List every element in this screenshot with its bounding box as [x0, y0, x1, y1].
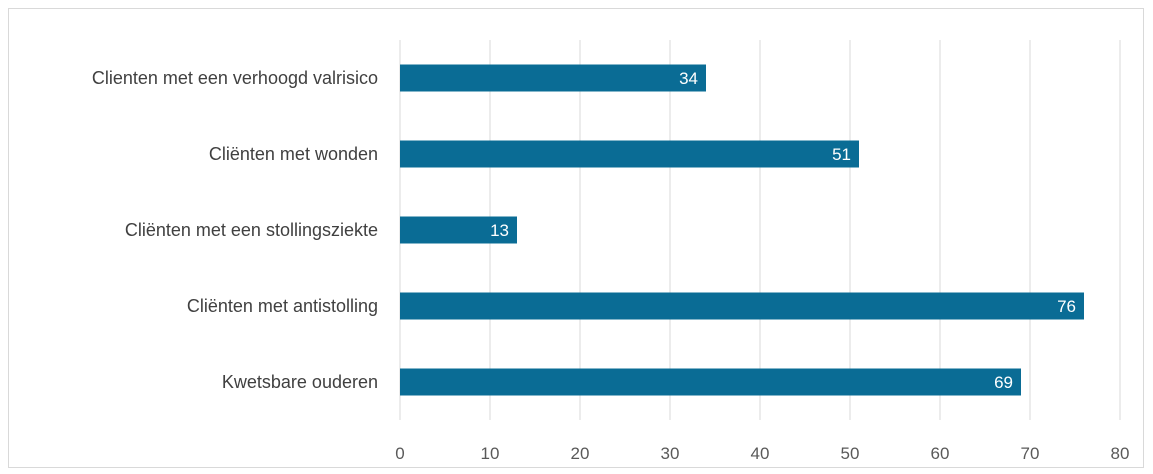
bar [400, 368, 1021, 396]
data-label: 34 [679, 69, 698, 88]
x-tick-label: 10 [481, 444, 500, 463]
x-tick-label: 80 [1111, 444, 1130, 463]
category-label: Kwetsbare ouderen [222, 372, 378, 392]
bar [400, 216, 517, 244]
category-label: Cliënten met wonden [209, 144, 378, 164]
category-labels: Clienten met een verhoogd valrisico Cliën… [92, 68, 378, 392]
gridlines [399, 40, 1121, 420]
x-tick-label: 50 [841, 444, 860, 463]
x-tick-label: 30 [661, 444, 680, 463]
x-tick-label: 60 [931, 444, 950, 463]
x-tick-label: 40 [751, 444, 770, 463]
data-labels: 34 51 13 76 69 [490, 69, 1076, 392]
bar [400, 292, 1084, 320]
category-label: Clienten met een verhoogd valrisico [92, 68, 378, 88]
x-tick-label: 0 [395, 444, 404, 463]
data-label: 76 [1057, 297, 1076, 316]
bars [400, 64, 1084, 396]
category-label: Cliënten met een stollingsziekte [125, 220, 378, 240]
data-label: 13 [490, 221, 509, 240]
data-label: 69 [994, 373, 1013, 392]
x-tick-labels: 0 10 20 30 40 50 60 70 80 [395, 444, 1129, 463]
data-label: 51 [832, 145, 851, 164]
x-tick-label: 20 [571, 444, 590, 463]
bar [400, 140, 859, 168]
x-tick-label: 70 [1021, 444, 1040, 463]
bar [400, 64, 706, 92]
category-label: Cliënten met antistolling [187, 296, 378, 316]
